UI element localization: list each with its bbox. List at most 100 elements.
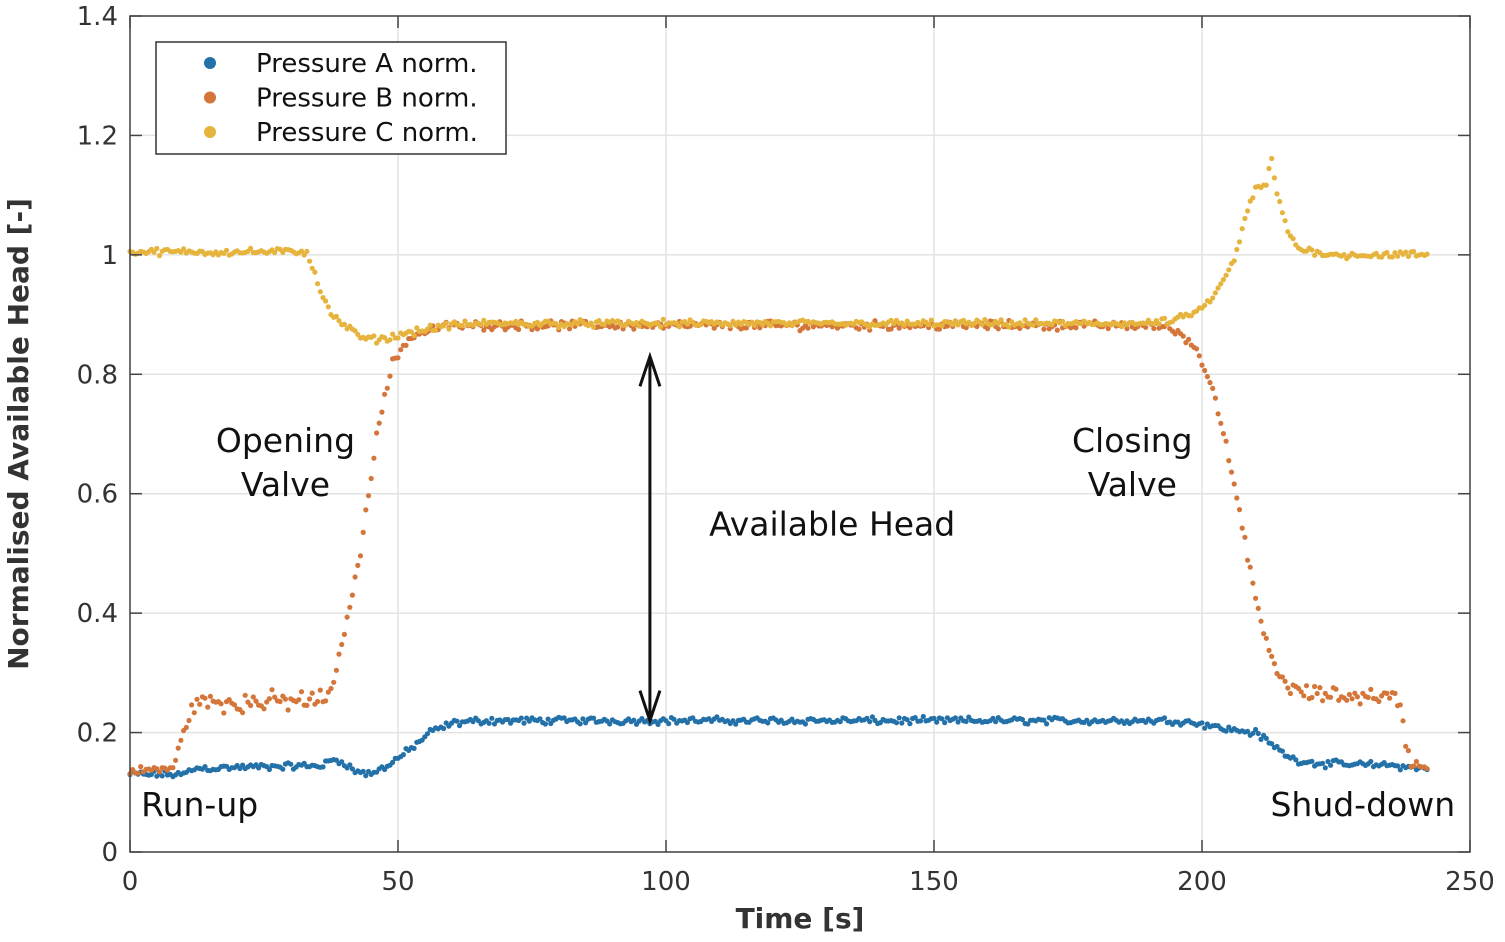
data-point <box>226 697 232 703</box>
data-point <box>1223 728 1229 734</box>
data-point <box>545 716 551 722</box>
data-point <box>398 347 404 353</box>
data-point <box>242 692 248 698</box>
x-tick-label: 200 <box>1177 867 1227 897</box>
data-point <box>1236 507 1243 513</box>
data-point <box>998 317 1004 323</box>
data-point <box>1266 165 1272 172</box>
data-point <box>1336 697 1342 703</box>
data-point <box>427 322 433 328</box>
data-point <box>655 721 661 728</box>
data-point <box>1228 469 1235 475</box>
annotation-runup: Run-up <box>141 785 258 824</box>
data-point <box>631 717 637 723</box>
data-point <box>1290 236 1296 242</box>
data-point <box>1328 762 1334 768</box>
data-point <box>1312 252 1318 258</box>
data-point <box>135 770 141 776</box>
data-point <box>1019 322 1025 328</box>
data-point <box>1236 239 1243 245</box>
data-point <box>727 323 733 329</box>
data-point <box>1105 325 1111 332</box>
data-point <box>516 326 522 333</box>
data-point <box>993 719 999 725</box>
data-point <box>376 420 382 426</box>
data-point <box>1384 690 1390 697</box>
data-point <box>266 766 272 773</box>
data-point <box>341 321 347 327</box>
data-point <box>1274 743 1280 750</box>
data-point <box>1403 743 1409 749</box>
data-point <box>1282 218 1288 224</box>
data-point <box>1239 525 1245 531</box>
data-point <box>660 316 666 322</box>
data-point <box>323 698 329 704</box>
data-point <box>1226 267 1232 273</box>
data-point <box>424 326 431 332</box>
data-point <box>349 766 355 772</box>
data-point <box>387 337 393 343</box>
x-tick-label: 150 <box>909 867 959 897</box>
data-point <box>561 715 567 721</box>
data-point <box>934 719 940 725</box>
data-point <box>518 715 524 721</box>
plot-frame <box>129 15 1471 853</box>
data-point <box>1242 534 1248 540</box>
data-point <box>1239 226 1245 232</box>
data-point <box>553 321 559 327</box>
data-point <box>939 323 945 329</box>
x-tick-label: 0 <box>122 867 139 897</box>
data-point <box>317 289 323 295</box>
data-point <box>186 717 192 724</box>
data-point <box>1242 215 1248 222</box>
data-point <box>714 714 720 720</box>
y-tick-label: 0 <box>101 838 118 868</box>
data-point <box>231 702 238 708</box>
data-point <box>1314 690 1320 697</box>
data-point <box>1202 367 1208 374</box>
data-point <box>1263 735 1269 742</box>
data-point <box>1161 315 1168 321</box>
y-tick-label: 0.8 <box>77 360 118 390</box>
data-point <box>939 716 945 722</box>
data-point <box>920 713 926 720</box>
data-point <box>588 320 594 326</box>
data-point <box>272 694 278 700</box>
data-point <box>317 687 323 693</box>
data-point <box>1218 281 1224 287</box>
data-point <box>1368 758 1374 765</box>
legend-entry: Pressure C norm. <box>256 118 478 148</box>
annotations: Opening Valve Closing Valve Available Head Ru… <box>141 351 1455 824</box>
data-point <box>631 326 637 332</box>
data-point <box>240 762 246 768</box>
data-point <box>580 716 586 722</box>
data-point <box>1320 698 1326 704</box>
data-point <box>1156 321 1162 327</box>
x-tick-label: 250 <box>1445 867 1495 897</box>
data-point <box>893 720 900 726</box>
data-point <box>248 245 254 251</box>
data-point <box>1231 258 1237 264</box>
data-point <box>1151 325 1157 332</box>
data-point <box>1084 717 1090 723</box>
data-point <box>223 247 230 253</box>
data-point <box>1186 336 1192 342</box>
data-point <box>837 719 843 725</box>
data-point <box>363 773 369 779</box>
data-point <box>138 764 144 770</box>
data-point <box>620 326 626 332</box>
data-point <box>1279 210 1285 216</box>
data-point <box>347 762 353 768</box>
data-point <box>1322 690 1328 697</box>
data-point <box>1424 766 1430 772</box>
data-point <box>1044 721 1050 727</box>
data-point <box>357 553 364 559</box>
data-point <box>1161 715 1168 721</box>
data-point <box>390 759 396 766</box>
data-point <box>202 764 208 770</box>
data-point <box>1405 748 1411 754</box>
data-point <box>1263 182 1269 188</box>
x-tick-label: 100 <box>641 867 691 897</box>
data-point <box>730 318 736 324</box>
